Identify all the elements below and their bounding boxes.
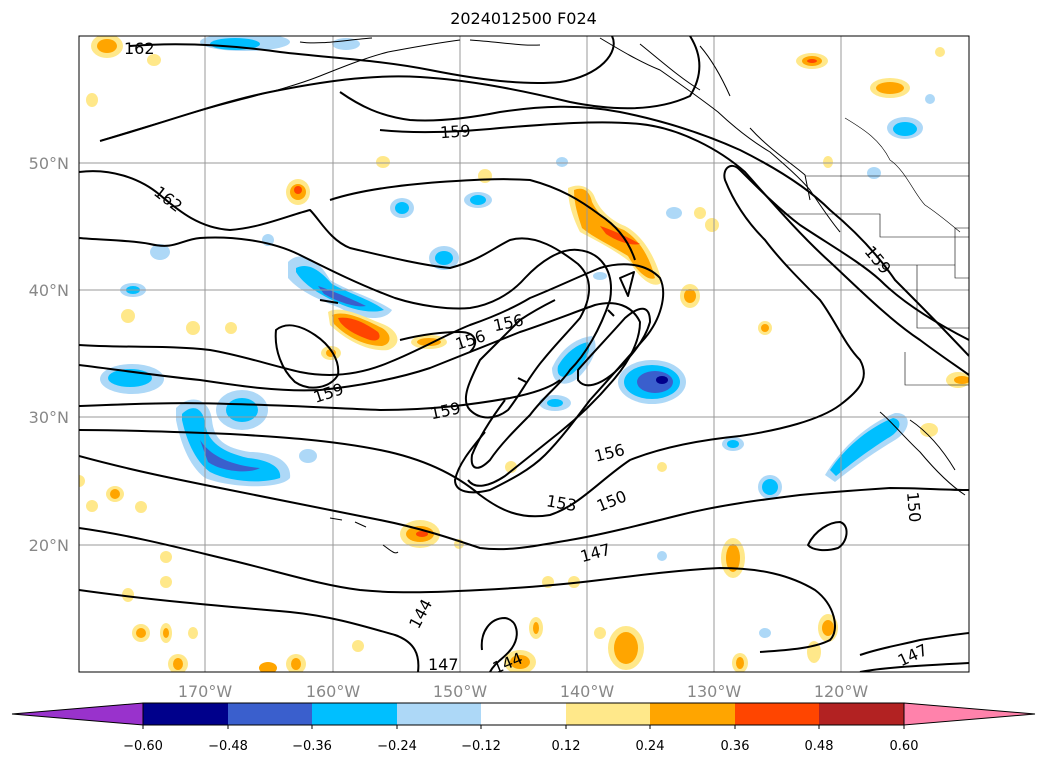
lat-label: 30°N	[29, 408, 69, 427]
latitude-labels: 50°N 40°N 30°N 20°N	[29, 154, 69, 555]
contour-label: 159	[311, 379, 346, 407]
colorbar-tick-label: 0.12	[552, 739, 581, 754]
contour-label: 144	[405, 596, 436, 632]
contour-label: 150	[903, 491, 925, 523]
map-title: 2024012500 F024	[450, 9, 597, 28]
political-boundaries	[782, 117, 969, 386]
lon-label: 150°W	[433, 682, 488, 701]
colorbar-tick-label: −0.12	[461, 739, 501, 754]
lon-label: 140°W	[560, 682, 615, 701]
colorbar-tick-label: −0.48	[208, 739, 248, 754]
lat-label: 50°N	[29, 154, 69, 173]
colorbar-segment	[312, 703, 397, 725]
colorbar-segment	[819, 703, 904, 725]
contour-label: 147	[578, 540, 612, 566]
contour-label: 156	[592, 440, 626, 466]
lon-label: 130°W	[687, 682, 742, 701]
lat-label: 40°N	[29, 281, 69, 300]
colorbar-segment	[143, 703, 228, 725]
lon-label: 170°W	[178, 682, 233, 701]
colorbar-tick-label: 0.24	[636, 739, 665, 754]
contour-label: 162	[124, 39, 155, 58]
contour-label: 159	[429, 398, 463, 423]
colorbar-segment	[228, 703, 312, 725]
colorbar-tick-label: 0.36	[721, 739, 750, 754]
map-frame	[78, 35, 970, 673]
lon-label: 160°W	[306, 682, 361, 701]
colorbar-tick-label: −0.24	[377, 739, 417, 754]
colorbar-tick-label: 0.60	[890, 739, 919, 754]
colorbar: −0.60 −0.48 −0.36 −0.24 −0.12 0.12 0.24 …	[11, 702, 1036, 754]
colorbar-tick-label: −0.36	[292, 739, 332, 754]
colorbar-segment	[397, 703, 481, 725]
height-contours	[79, 36, 969, 672]
colorbar-extension-high	[903, 702, 1036, 726]
negative-anomaly-shading	[100, 36, 935, 638]
positive-anomaly-shading	[79, 36, 969, 672]
longitude-labels: 170°W 160°W 150°W 140°W 130°W 120°W	[178, 682, 869, 701]
colorbar-segment	[481, 703, 566, 725]
map-plot-area: 162 162 159 159 159 159 156 156 156 153 …	[79, 36, 969, 674]
colorbar-segment	[650, 703, 735, 725]
lat-label: 20°N	[29, 536, 69, 555]
colorbar-extension-low	[11, 702, 144, 726]
colorbar-tick-label: −0.60	[123, 739, 163, 754]
contour-label: 147	[428, 655, 459, 674]
lon-label: 120°W	[814, 682, 869, 701]
lat-lon-grid	[79, 36, 969, 672]
contour-label: 153	[545, 491, 578, 515]
contour-label: 150	[594, 487, 629, 516]
contour-label: 159	[439, 121, 471, 142]
colorbar-frame	[142, 702, 905, 726]
coastlines	[101, 37, 966, 554]
colorbar-segment	[566, 703, 650, 725]
colorbar-segment	[735, 703, 819, 725]
colorbar-tick-label: 0.48	[805, 739, 834, 754]
